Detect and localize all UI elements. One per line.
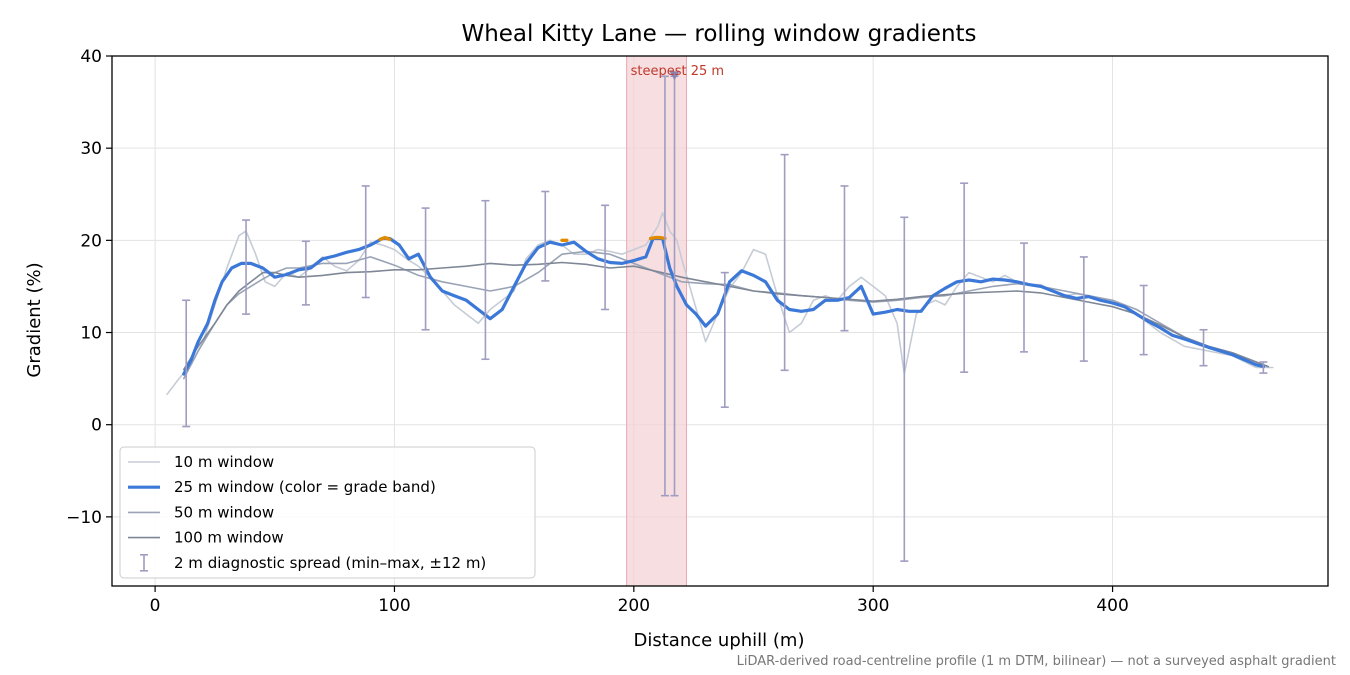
errorbar — [601, 204, 610, 311]
errorbar — [900, 216, 909, 562]
series-25m-high-band-segment — [648, 235, 667, 241]
x-tick-label: 200 — [618, 596, 650, 616]
series-50m-line — [183, 250, 1269, 380]
highlight-band-layer — [626, 55, 687, 587]
legend-entry: 10 m window — [128, 453, 274, 471]
y-axis-label: Gradient (%) — [24, 262, 45, 377]
footnote: LiDAR-derived road-centreline profile (1… — [737, 654, 1336, 669]
errorbar — [720, 271, 729, 408]
errorbar — [1020, 242, 1028, 353]
legend-entry: 25 m window (color = grade band) — [128, 478, 436, 496]
errorbar — [1259, 361, 1268, 374]
axes-frame — [111, 55, 1329, 587]
errorbar — [242, 219, 251, 315]
y-tick-label: 0 — [91, 416, 102, 436]
legend-entry: 50 m window — [128, 503, 274, 521]
y-tick-label: 40 — [80, 47, 102, 67]
series-25m-line — [182, 236, 1265, 376]
legend-label: 2 m diagnostic spread (min–max, ±12 m) — [174, 554, 486, 572]
x-tick-label: 300 — [857, 596, 889, 616]
errorbar — [780, 153, 789, 372]
errorbar — [421, 207, 430, 331]
errorbar-layer — [182, 75, 1268, 562]
y-tick-label: 30 — [80, 139, 102, 159]
errorbar — [182, 299, 191, 428]
axes-layer: 0 100 200 300 400 −10 0 10 20 30 40 — [66, 47, 1329, 616]
steepest-marker — [669, 71, 680, 81]
series-100m-line — [183, 261, 1269, 371]
x-tick-label: 400 — [1096, 596, 1128, 616]
steepest-annotation-label: steepest 25 m — [631, 64, 724, 79]
chart-title: Wheal Kitty Lane — rolling window gradie… — [461, 21, 976, 47]
errorbar — [660, 75, 669, 497]
errorbar — [1139, 284, 1148, 356]
errorbar — [301, 240, 310, 306]
errorbar — [541, 190, 550, 282]
x-tick-label: 0 — [150, 596, 161, 616]
errorbar — [361, 185, 370, 299]
errorbar — [960, 182, 969, 373]
legend-label: 25 m window (color = grade band) — [174, 478, 436, 496]
legend-label: 10 m window — [174, 453, 274, 471]
series-25m-high-band-segment — [378, 235, 392, 242]
errorbar — [1199, 328, 1208, 367]
errorbar — [1079, 256, 1088, 362]
legend-box — [119, 446, 536, 579]
x-tick-label: 100 — [378, 596, 410, 616]
y-tick-label: 10 — [80, 324, 102, 344]
x-axis-label: Distance uphill (m) — [634, 630, 805, 651]
legend-layer: 10 m window 25 m window (color = grade ba… — [119, 446, 536, 579]
series-layer — [166, 211, 1274, 396]
legend-entry: 100 m window — [128, 529, 284, 547]
steepest-band — [626, 55, 687, 587]
legend-label: 50 m window — [174, 503, 274, 521]
errorbar — [481, 199, 490, 361]
legend-label: 100 m window — [174, 529, 284, 547]
errorbar — [840, 185, 849, 332]
y-tick-label: −10 — [66, 508, 102, 528]
annotation-layer: steepest 25 m — [631, 64, 724, 81]
y-tick-label: 20 — [80, 231, 102, 251]
legend-entry: 2 m diagnostic spread (min–max, ±12 m) — [140, 554, 486, 572]
